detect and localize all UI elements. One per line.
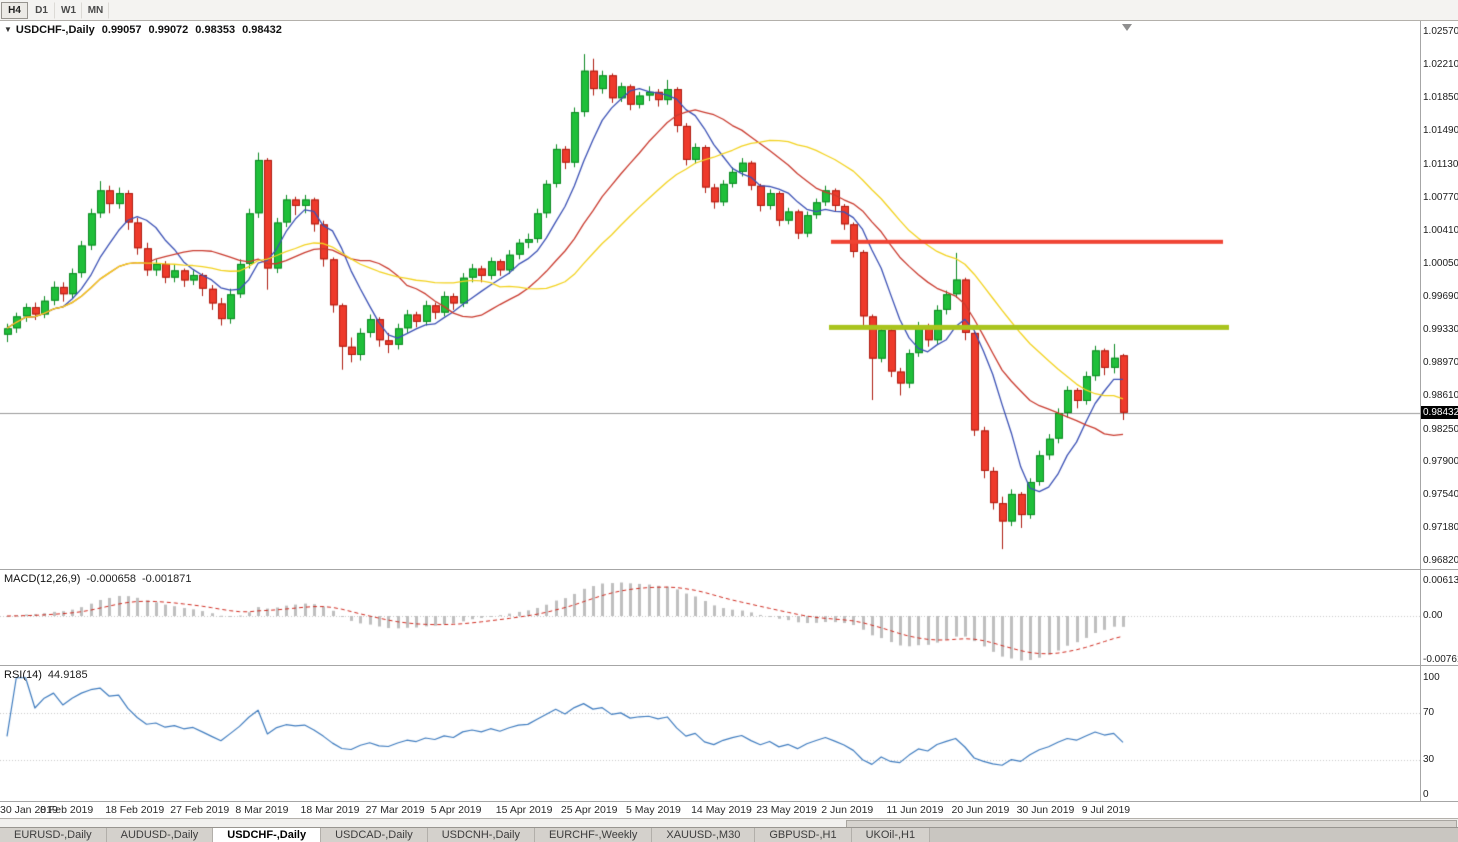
chart-shift-marker-icon[interactable] [1122, 24, 1132, 31]
rsi-label: RSI(14) 44.9185 [4, 669, 88, 681]
rsi-axis-label: 30 [1423, 753, 1435, 765]
macd-axis-label: 0.00613 [1423, 574, 1458, 586]
date-axis-label: 8 Feb 2019 [40, 804, 94, 816]
price-axis-label: 1.02570 [1423, 26, 1458, 38]
date-axis-label: 14 May 2019 [691, 804, 752, 816]
macd-axis[interactable]: 0.00613 0.00 -0.00761 [1420, 570, 1458, 665]
tab-gbpusd-h1[interactable]: GBPUSD-,H1 [755, 828, 852, 842]
date-axis-label: 30 Jun 2019 [1016, 804, 1075, 816]
date-axis-label: 27 Feb 2019 [170, 804, 230, 816]
chart-symbol-label: USDCHF-,Daily [15, 24, 95, 36]
macd-axis-label: 0.00 [1423, 610, 1443, 621]
tab-usdcad-daily[interactable]: USDCAD-,Daily [321, 828, 428, 842]
date-axis-label: 27 Mar 2019 [365, 804, 425, 816]
price-axis-label: 1.00410 [1423, 224, 1458, 236]
date-axis-label: 18 Mar 2019 [300, 804, 360, 816]
rsi-axis-label: 100 [1423, 671, 1440, 683]
chart-title: ▼ USDCHF-,Daily 0.99057 0.99072 0.98353 0.984… [4, 24, 282, 36]
price-axis-label: 0.96820 [1423, 555, 1458, 567]
date-axis-label: 25 Apr 2019 [560, 804, 618, 816]
price-chart-canvas[interactable] [0, 21, 1420, 569]
tab-xauusd-m30[interactable]: XAUUSD-,M30 [652, 828, 756, 842]
tab-usdcnh-daily[interactable]: USDCNH-,Daily [427, 828, 535, 842]
price-chart-panel: ▼ USDCHF-,Daily 0.99057 0.99072 0.98353 0.984… [0, 21, 1458, 570]
ohlc-close: 0.98432 [242, 24, 282, 36]
date-axis-label: 18 Feb 2019 [105, 804, 165, 816]
collapse-triangle-icon[interactable]: ▼ [4, 25, 12, 34]
timeframe-w1-button[interactable]: W1 [55, 1, 82, 19]
macd-indicator-panel: MACD(12,26,9) -0.000658 -0.001871 0.00613 0… [0, 570, 1458, 666]
macd-canvas[interactable] [0, 570, 1420, 665]
price-axis-label: 1.00050 [1423, 257, 1458, 269]
date-axis-label: 5 Apr 2019 [430, 804, 482, 816]
timeframe-d1-button[interactable]: D1 [28, 1, 55, 19]
price-axis-label: 1.00770 [1423, 191, 1458, 203]
macd-axis-label: -0.00761 [1423, 653, 1458, 665]
price-axis-label: 0.98250 [1423, 423, 1458, 435]
price-axis-label: 0.98610 [1423, 390, 1458, 402]
price-axis-label: 1.01130 [1423, 158, 1458, 170]
chart-tab-bar: EURUSD-,Daily AUDUSD-,Daily USDCHF-,Dail… [0, 827, 1458, 842]
price-axis-label: 1.01490 [1423, 125, 1458, 137]
current-price-badge: 0.98432 [1421, 406, 1458, 420]
price-axis-label: 1.02210 [1423, 59, 1458, 71]
rsi-indicator-panel: RSI(14) 44.9185 100 70 30 0 [0, 666, 1458, 802]
price-axis-label: 0.98970 [1423, 357, 1458, 369]
macd-label: MACD(12,26,9) -0.000658 -0.001871 [4, 573, 192, 585]
date-axis-label: 5 May 2019 [626, 804, 681, 816]
price-axis-label: 1.01850 [1423, 92, 1458, 104]
date-axis-label: 20 Jun 2019 [951, 804, 1010, 816]
rsi-axis[interactable]: 100 70 30 0 [1420, 666, 1458, 801]
ohlc-high: 0.99072 [148, 24, 189, 36]
rsi-canvas[interactable] [0, 666, 1420, 801]
price-axis-label: 0.99330 [1423, 324, 1458, 336]
ohlc-open: 0.99057 [101, 24, 142, 36]
horizontal-scrollbar[interactable] [0, 818, 1458, 828]
ohlc-low: 0.98353 [195, 24, 236, 36]
date-axis-label: 15 Apr 2019 [495, 804, 553, 816]
date-axis-label: 8 Mar 2019 [235, 804, 289, 816]
date-axis[interactable]: 30 Jan 2019 8 Feb 2019 18 Feb 2019 27 Feb 2… [0, 802, 1458, 818]
macd-signal-value: -0.001871 [141, 573, 192, 585]
rsi-value: 44.9185 [47, 669, 88, 681]
price-axis[interactable]: 1.02570 1.02210 1.01850 1.01490 1.01130 1.007… [1420, 21, 1458, 569]
date-axis-label: 30 Jan 2019 [0, 804, 58, 816]
date-axis-label: 23 May 2019 [756, 804, 817, 816]
tab-audusd-daily[interactable]: AUDUSD-,Daily [106, 828, 214, 842]
price-axis-label: 0.97540 [1423, 488, 1458, 500]
rsi-name: RSI(14) [4, 669, 42, 681]
rsi-axis-label: 0 [1423, 789, 1429, 801]
macd-name: MACD(12,26,9) [4, 573, 81, 585]
tab-eurchf-weekly[interactable]: EURCHF-,Weekly [534, 828, 653, 842]
date-axis-label: 9 Jul 2019 [1081, 804, 1131, 816]
rsi-axis-label: 70 [1423, 706, 1435, 718]
timeframe-toolbar: H4 D1 W1 MN [0, 0, 1458, 21]
timeframe-h4-button[interactable]: H4 [1, 1, 28, 19]
price-axis-label: 0.99690 [1423, 291, 1458, 303]
timeframe-mn-button[interactable]: MN [82, 1, 109, 19]
macd-main-value: -0.000658 [86, 573, 136, 585]
tab-ukoil-h1[interactable]: UKOil-,H1 [851, 828, 931, 842]
price-axis-label: 0.97900 [1423, 455, 1458, 467]
tab-eurusd-daily[interactable]: EURUSD-,Daily [0, 828, 107, 842]
tab-usdchf-daily[interactable]: USDCHF-,Daily [213, 828, 322, 842]
date-axis-label: 11 Jun 2019 [886, 804, 944, 816]
date-axis-label: 2 Jun 2019 [821, 804, 874, 816]
price-axis-label: 0.97180 [1423, 521, 1458, 533]
